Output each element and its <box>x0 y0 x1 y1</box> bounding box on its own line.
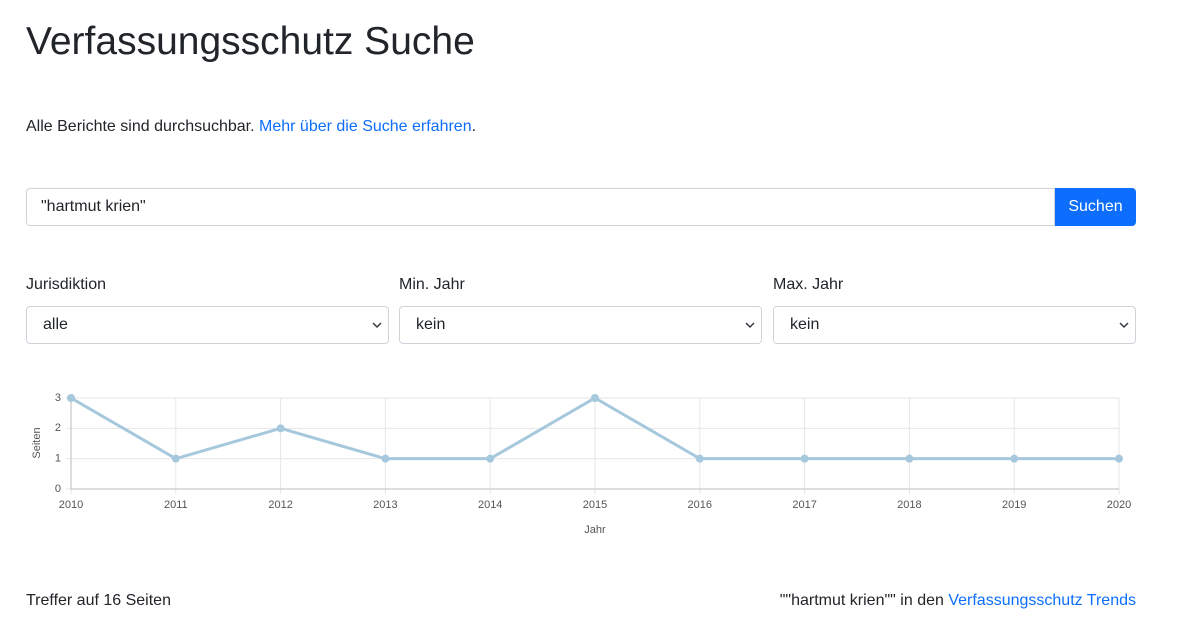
filter-label: Max. Jahr <box>773 276 844 293</box>
point <box>67 394 75 402</box>
point <box>905 454 914 463</box>
chevron <box>745 322 755 329</box>
point <box>1010 454 1019 463</box>
y-tick-label: 2 <box>55 422 61 434</box>
y-tick-label: 1 <box>55 453 61 465</box>
trends-middle: in den <box>900 592 944 609</box>
search-input[interactable]: "hartmut krien" <box>26 188 1055 226</box>
point <box>695 454 704 463</box>
filter: Jurisdiktion alle <box>26 276 389 344</box>
y-axis-label: Seiten <box>31 427 43 458</box>
chart: Jahr Seiten 2010 2011 2012 2013 2014 2015 2016… <box>31 392 1131 536</box>
x-tick-label: 2015 <box>583 499 607 511</box>
point <box>171 454 180 463</box>
point <box>800 454 809 463</box>
trends: ""hartmut krien"" in den Verfassungsschu… <box>780 592 1136 610</box>
trends-query: ""hartmut krien"" <box>779 592 896 609</box>
intro-end: . <box>471 118 477 135</box>
page-title: Verfassungsschutz Suche <box>26 20 475 63</box>
x-tick-label: 2010 <box>59 499 83 511</box>
filter-value: kein <box>416 316 446 333</box>
intro-text: Alle Berichte sind durchsuchbar. <box>26 118 255 135</box>
filter-select[interactable]: kein <box>399 306 762 344</box>
intro: Alle Berichte sind durchsuchbar. Mehr üb… <box>26 118 476 136</box>
x-tick-label: 2013 <box>373 499 397 511</box>
filter: Min. Jahr kein <box>399 276 762 344</box>
filter-value: kein <box>790 316 820 333</box>
filter-value: alle <box>43 316 68 333</box>
trends-link[interactable]: Verfassungsschutz Trends <box>948 592 1136 609</box>
filter-select[interactable]: alle <box>26 306 389 344</box>
x-tick-label: 2019 <box>1002 499 1026 511</box>
filter-label: Min. Jahr <box>399 276 465 293</box>
x-tick-label: 2017 <box>792 499 816 511</box>
hits: Treffer auf 16 Seiten <box>26 592 171 609</box>
x-tick-label: 2016 <box>688 499 712 511</box>
x-tick-label: 2012 <box>268 499 292 511</box>
point <box>591 394 599 402</box>
chevron <box>372 322 382 329</box>
y-tick-label: 3 <box>55 392 61 404</box>
search-button[interactable]: Suchen <box>1055 188 1136 226</box>
point <box>1115 454 1123 463</box>
x-tick-label: 2020 <box>1107 499 1131 511</box>
y-tick-label: 0 <box>55 483 61 495</box>
point <box>276 424 285 433</box>
x-tick-label: 2014 <box>478 499 502 511</box>
x-tick-label: 2011 <box>164 499 188 511</box>
filter-select[interactable]: kein <box>773 306 1136 344</box>
intro-link[interactable]: Mehr über die Suche erfahren <box>259 118 472 135</box>
point <box>381 454 390 463</box>
chevron <box>1119 322 1129 329</box>
x-axis-label: Jahr <box>584 524 606 536</box>
point <box>486 454 495 463</box>
filter: Max. Jahr kein <box>773 276 1136 344</box>
filter-label: Jurisdiktion <box>26 276 107 293</box>
x-tick-label: 2018 <box>897 499 921 511</box>
search-bar: "hartmut krien" Suchen <box>26 188 1136 226</box>
